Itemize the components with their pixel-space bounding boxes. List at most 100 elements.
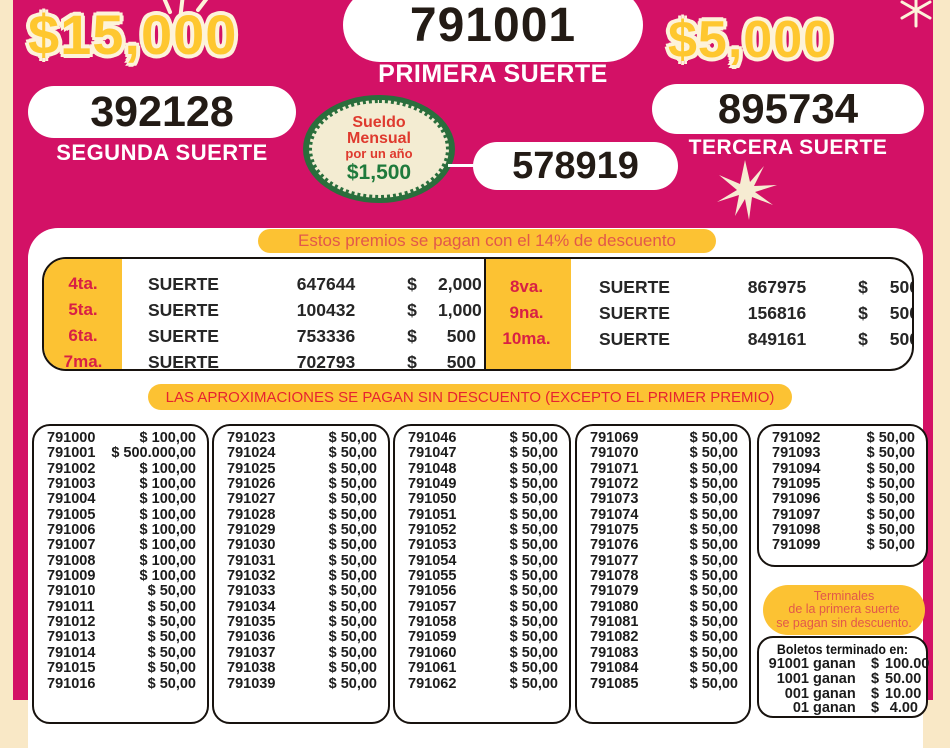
- aprox-amount: $ 50,00: [328, 552, 377, 569]
- aprox-number: 791007: [47, 537, 96, 554]
- aprox-amount: $ 50,00: [509, 660, 558, 677]
- aprox-number: 791085: [590, 675, 639, 692]
- rank-label: 7ma.: [63, 352, 103, 371]
- aprox-number: 791010: [47, 583, 96, 600]
- terminales-line1: Terminales: [813, 588, 875, 603]
- boleto-currency: $: [871, 656, 880, 672]
- aprox-row: 791082 $ 50,00: [590, 629, 738, 646]
- aprox-row: 791052 $ 50,00: [408, 522, 558, 538]
- premio-currency: $: [407, 274, 417, 294]
- aprox-number: 791058: [408, 614, 457, 631]
- aprox-number: 791032: [227, 568, 276, 585]
- aprox-number: 791099: [772, 537, 821, 554]
- premio-number: 100432: [296, 300, 356, 320]
- aprox-row: 791005 $ 100,00: [47, 507, 196, 523]
- aprox-amount: $ 50,00: [689, 522, 738, 539]
- aproximaciones-banner: LAS APROXIMACIONES SE PAGAN SIN DESCUENT…: [148, 384, 792, 410]
- aprox-row: 791007 $ 100,00: [47, 537, 196, 554]
- aprox-amount: $ 50,00: [328, 644, 377, 661]
- aprox-number: 791004: [47, 491, 96, 508]
- aprox-amount: $ 50,00: [689, 552, 738, 569]
- aprox-amount: $ 50,00: [689, 583, 738, 600]
- aprox-amount: $ 50,00: [509, 537, 558, 554]
- aprox-amount: $ 50,00: [866, 506, 915, 523]
- aprox-amount: $ 50,00: [689, 644, 738, 661]
- aprox-row: 791046 $ 50,00: [408, 430, 558, 446]
- aprox-row: 791085 $ 50,00: [590, 675, 738, 692]
- aprox-row: 791094 $ 50,00: [772, 461, 915, 477]
- aprox-row: 791013 $ 50,00: [47, 629, 196, 646]
- aprox-row: 791055 $ 50,00: [408, 568, 558, 584]
- lottery-results-poster: { "colors":{"pink":"#d31166","cream":"#f…: [13, 0, 933, 748]
- aprox-number: 791093: [772, 445, 821, 462]
- premio-number: 702793: [296, 352, 356, 371]
- aprox-amount: $ 50,00: [689, 660, 738, 677]
- aprox-column-2: 791023 $ 50,00 791024 $ 50,00 791025 $ 50,00 7…: [212, 424, 390, 724]
- aprox-number: 791082: [590, 629, 639, 646]
- aprox-amount: $ 50,00: [866, 445, 915, 462]
- aprox-number: 791025: [227, 460, 276, 477]
- boletos-title: Boletos terminado en:: [776, 642, 909, 657]
- premios-table: 4ta. 5ta. 6ta. 7ma. 8va. 9na. 10ma. SUERTE 64…: [42, 257, 914, 371]
- aprox-number: 791060: [408, 644, 457, 661]
- aprox-amount: $ 50,00: [509, 460, 558, 477]
- terminales-line3: se pagan sin descuento.: [776, 615, 912, 630]
- aprox-number: 791048: [408, 460, 457, 477]
- boleto-word: ganan: [813, 670, 856, 687]
- second-prize-number: 392128: [28, 86, 296, 138]
- aprox-row: 791049 $ 50,00: [408, 476, 558, 493]
- aprox-number: 791016: [47, 675, 96, 692]
- boletos-box: Boletos terminado en: 91001 ganan $ 100.…: [757, 636, 929, 718]
- boleto-word: ganan: [813, 656, 856, 672]
- rank-label: 10ma.: [502, 329, 551, 348]
- aprox-row: 791053 $ 50,00: [408, 537, 558, 554]
- aprox-amount: $ 100,00: [139, 568, 196, 585]
- premio-amount: 500: [446, 352, 476, 371]
- rank-labels-middle: 8va. 9na. 10ma.: [484, 274, 569, 352]
- aprox-number: 791000: [47, 430, 96, 446]
- premio-number: 867975: [747, 277, 807, 297]
- aprox-number: 791049: [408, 476, 457, 493]
- premio-currency: $: [858, 329, 868, 349]
- aprox-amount: $ 50,00: [328, 506, 377, 523]
- aprox-row: 791039 $ 50,00: [227, 675, 377, 692]
- aprox-number: 791039: [227, 675, 276, 692]
- aprox-row: 791002 $ 100,00: [47, 461, 196, 477]
- aprox-row: 791096 $ 50,00: [772, 492, 915, 508]
- aprox-amount: $ 50,00: [689, 614, 738, 631]
- aprox-number: 791050: [408, 491, 457, 508]
- aprox-amount: $ 50,00: [509, 430, 558, 446]
- premio-row: SUERTE 849161 $ 500: [569, 326, 912, 352]
- aprox-row: 791062 $ 50,00: [408, 675, 558, 692]
- rank-label: 4ta.: [68, 274, 98, 293]
- aprox-number: 791014: [47, 644, 96, 661]
- aprox-row: 791027 $ 50,00: [227, 492, 377, 508]
- aprox-number: 791013: [47, 629, 96, 646]
- boleto-row: 1001 ganan $ 50.00: [759, 670, 926, 687]
- aprox-row: 791047 $ 50,00: [408, 445, 558, 461]
- aprox-number: 791031: [227, 552, 276, 569]
- aprox-amount: $ 100,00: [139, 491, 196, 508]
- aprox-row: 791048 $ 50,00: [408, 460, 558, 477]
- aprox-amount: $ 50,00: [509, 552, 558, 569]
- aprox-amount: $ 50,00: [328, 675, 377, 692]
- aprox-number: 791061: [408, 660, 457, 677]
- aprox-amount: $ 50,00: [147, 583, 196, 600]
- aprox-number: 791015: [47, 660, 96, 677]
- rank-band-middle: [484, 259, 571, 369]
- first-prize-label: PRIMERA SUERTE: [378, 60, 608, 88]
- premio-word: SUERTE: [599, 303, 670, 323]
- aprox-number: 791062: [408, 675, 457, 692]
- aprox-amount: $ 100,00: [139, 522, 196, 539]
- aprox-number: 791098: [772, 522, 821, 539]
- aprox-row: 791037 $ 50,00: [227, 644, 377, 661]
- premio-currency: $: [858, 277, 868, 297]
- badge-line1: Sueldo: [352, 114, 406, 131]
- rank-labels-left: 4ta. 5ta. 6ta. 7ma.: [44, 271, 122, 371]
- boleto-ending: 001: [784, 685, 809, 702]
- aprox-number: 791033: [227, 583, 276, 600]
- terminales-note: Terminales de la primera suerte se pagan…: [763, 585, 925, 635]
- aprox-number: 791078: [590, 568, 639, 585]
- aprox-number: 791024: [227, 445, 276, 462]
- premio-number: 647644: [296, 274, 356, 294]
